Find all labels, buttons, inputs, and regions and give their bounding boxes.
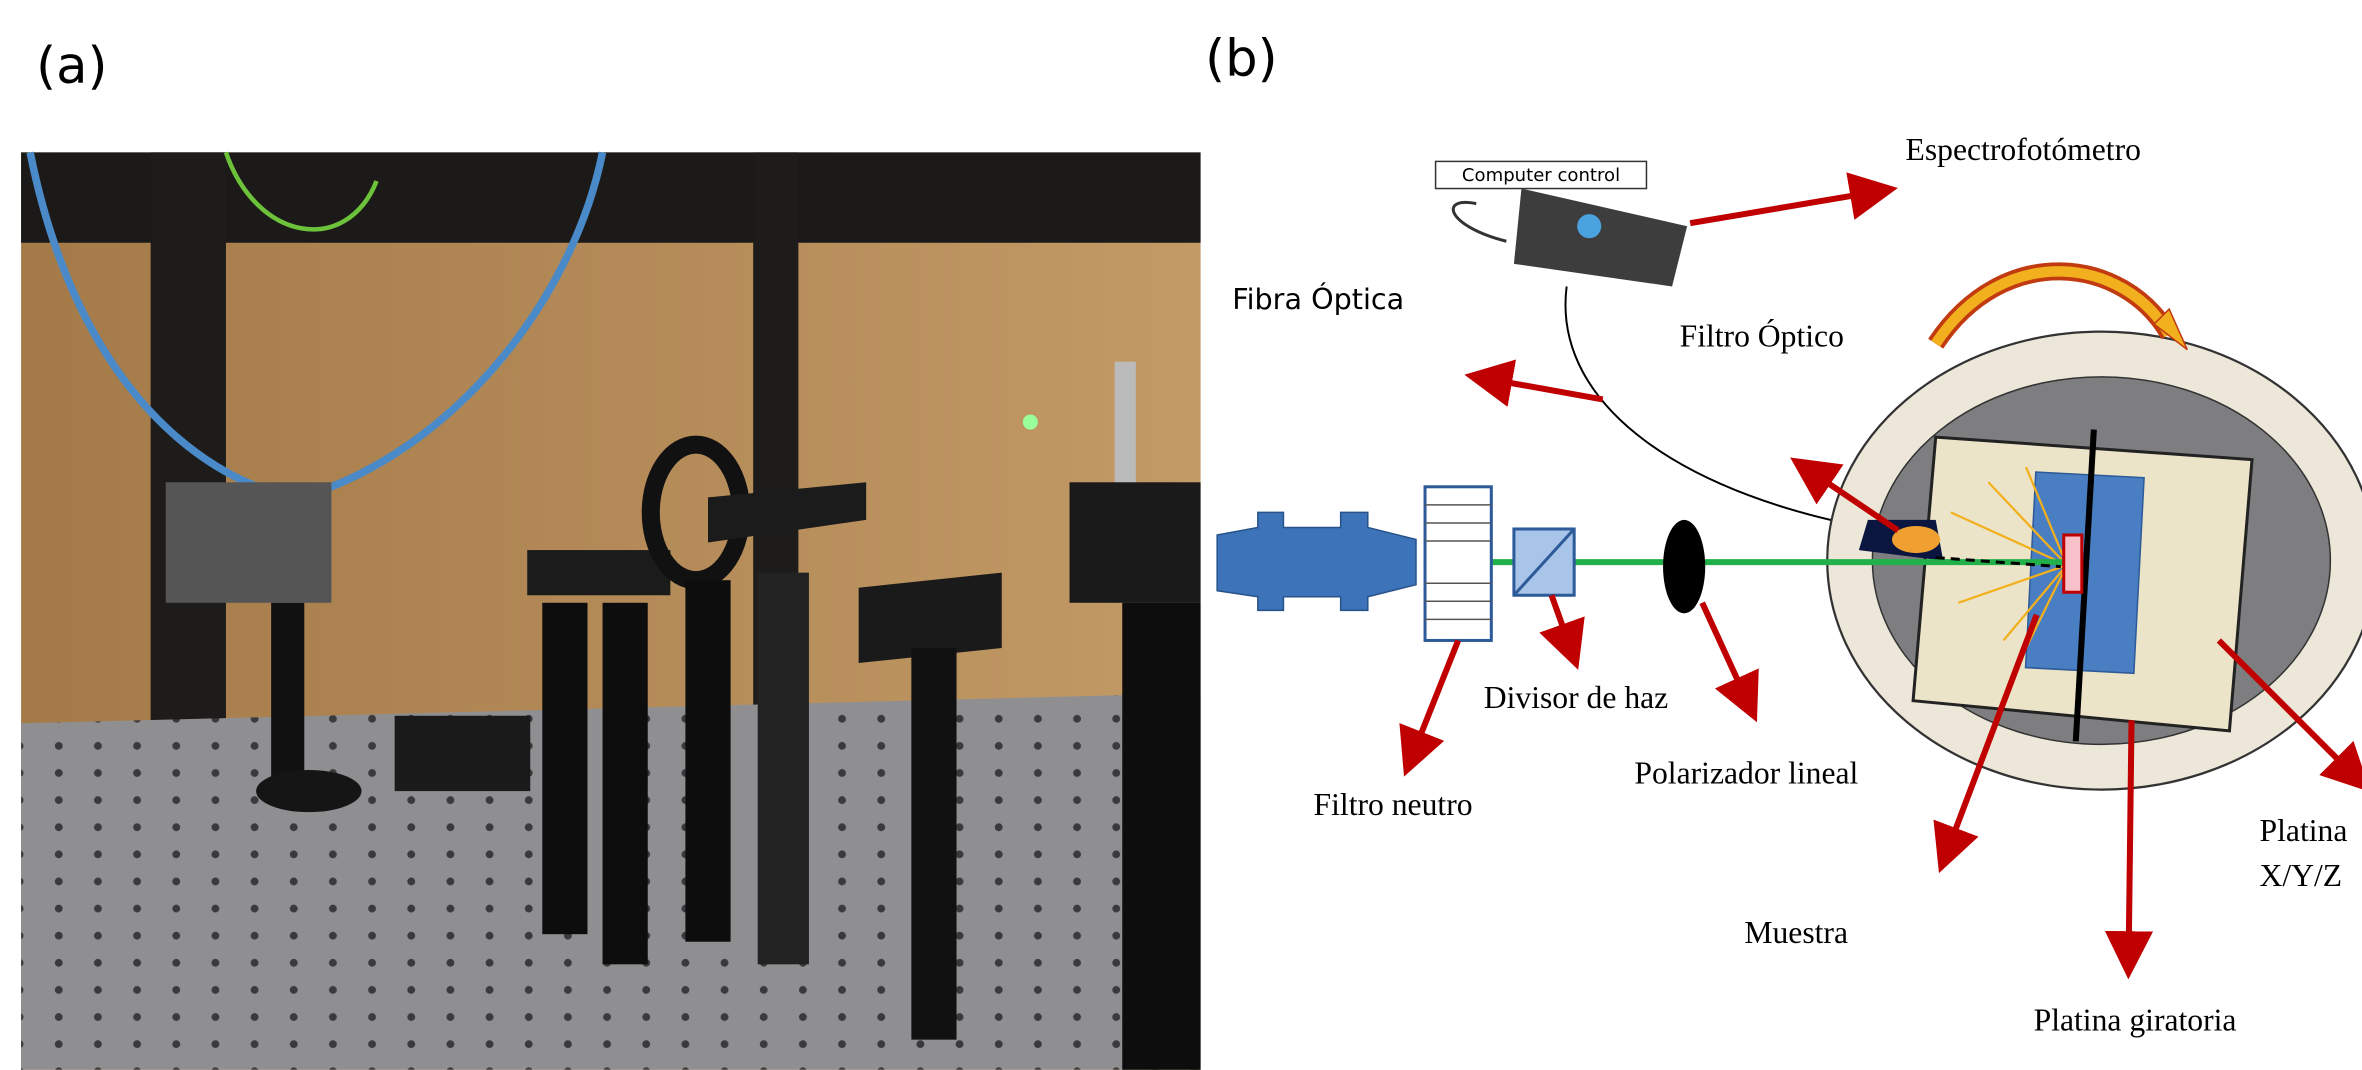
- label: X/Y/Z: [2260, 858, 2343, 893]
- figure: (a) (b) Computer control Esp: [0, 0, 2362, 1070]
- label: Fibra Óptica: [1232, 282, 1404, 316]
- label: Muestra: [1744, 915, 1848, 950]
- setup-diagram: Computer control Espectrofotómetro Fibra…: [1217, 132, 2362, 1038]
- label: Polarizador lineal: [1634, 756, 1858, 791]
- label: Platina: [2260, 813, 2348, 848]
- label: Filtro neutro: [1314, 787, 1473, 822]
- panel-label: (b): [1205, 29, 1277, 89]
- photo: [21, 152, 1200, 1069]
- spectrometer-icon: [1514, 189, 1687, 287]
- label: Platina giratoria: [2034, 1003, 2237, 1038]
- label: Divisor de haz: [1484, 680, 1668, 715]
- label: Espectrofotómetro: [1906, 132, 2141, 167]
- panel-label: (a): [36, 36, 107, 96]
- label: Filtro Óptico: [1680, 319, 1844, 354]
- label: Computer control: [1462, 165, 1620, 186]
